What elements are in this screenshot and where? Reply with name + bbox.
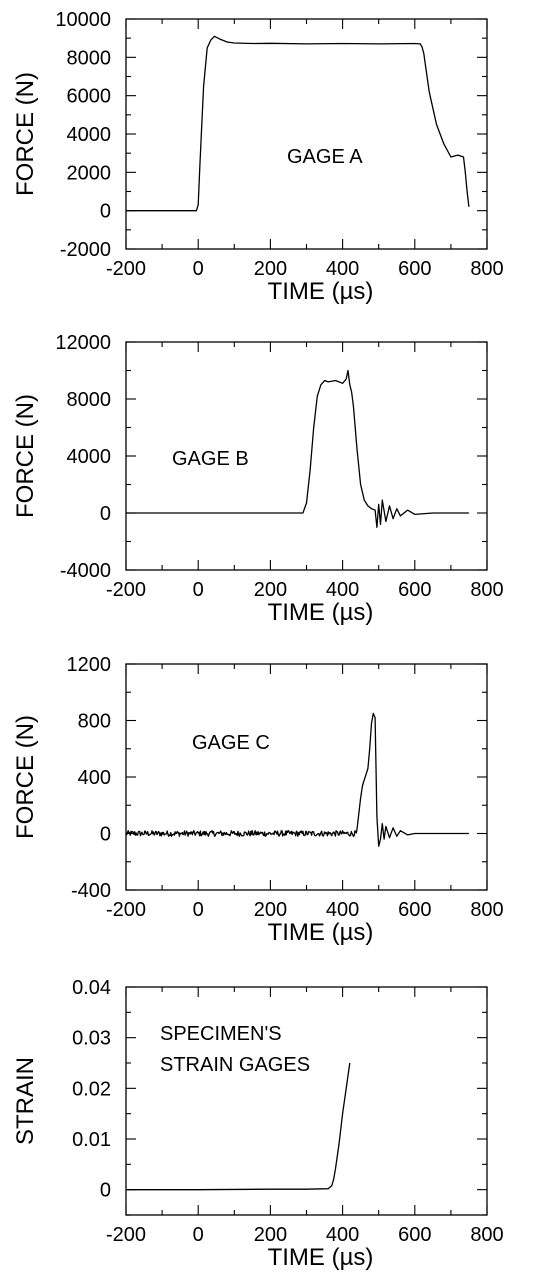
y-tick-label: 800 xyxy=(78,711,111,733)
chart-panel-2: -200 0 200 400 600 800 -4000 0 4000 8000 12000 TIME… xyxy=(12,332,504,626)
x-tick-label: 0 xyxy=(193,899,204,921)
gage-annotation: SPECIMEN'S xyxy=(160,1023,282,1045)
x-tick-label: 400 xyxy=(326,1224,359,1246)
plot-frame xyxy=(125,986,488,1216)
series-line xyxy=(126,369,469,528)
y-tick-label: 4000 xyxy=(67,124,112,146)
x-tick-label: 600 xyxy=(398,1224,431,1246)
y-tick-label: 10000 xyxy=(55,9,111,31)
y-tick-label: 0 xyxy=(100,1180,111,1202)
x-axis-title: TIME (µs) xyxy=(268,919,374,946)
y-tick-label: 0 xyxy=(100,824,111,846)
y-tick-label: 8000 xyxy=(67,47,112,69)
x-axis-title: TIME (µs) xyxy=(268,599,374,626)
x-tick-label: 800 xyxy=(470,1224,503,1246)
x-tick-label: 800 xyxy=(470,258,503,280)
y-tick-label: 12000 xyxy=(55,332,111,354)
x-tick-label: 0 xyxy=(193,1224,204,1246)
series-line xyxy=(126,35,470,212)
gage-annotation: STRAIN GAGES xyxy=(160,1054,310,1076)
gage-annotation: GAGE C xyxy=(192,732,270,754)
y-tick-label: -4000 xyxy=(60,560,111,582)
x-tick-label: 0 xyxy=(193,258,204,280)
gage-annotation: GAGE B xyxy=(172,448,249,470)
y-axis-title: FORCE (N) xyxy=(12,715,39,839)
y-tick-label: 0 xyxy=(100,201,111,223)
chart-panel-4: -200 0 200 400 600 800 0 0.01 0.02 0.03 0.04 TIME (… xyxy=(12,977,504,1271)
x-tick-label: -200 xyxy=(106,579,146,601)
x-tick-label: 400 xyxy=(326,258,359,280)
y-tick-label: 0 xyxy=(100,503,111,525)
y-tick-label: 400 xyxy=(78,767,111,789)
x-tick-label: 400 xyxy=(326,579,359,601)
x-tick-label: 200 xyxy=(254,899,287,921)
y-tick-label: 2000 xyxy=(67,162,112,184)
x-tick-label: -200 xyxy=(106,258,146,280)
chart-panel-1: -200 0 200 400 600 800-2000020004000600080001… xyxy=(12,9,504,305)
y-tick-label: 8000 xyxy=(67,389,112,411)
gage-annotation: GAGE A xyxy=(287,146,363,168)
x-tick-label: 400 xyxy=(326,899,359,921)
x-tick-label: 200 xyxy=(254,579,287,601)
y-tick-label: 0.03 xyxy=(72,1028,111,1050)
y-tick-label: 4000 xyxy=(67,446,112,468)
x-tick-label: 0 xyxy=(193,579,204,601)
x-tick-label: 800 xyxy=(470,579,503,601)
x-tick-label: -200 xyxy=(106,899,146,921)
x-axis-title: TIME (µs) xyxy=(268,278,374,305)
y-tick-label: 6000 xyxy=(67,86,112,108)
x-tick-label: 800 xyxy=(470,899,503,921)
x-tick-label: 200 xyxy=(254,258,287,280)
x-tick-label: -200 xyxy=(106,1224,146,1246)
y-tick-label: -2000 xyxy=(60,239,111,261)
x-tick-label: 200 xyxy=(254,1224,287,1246)
y-tick-label: 0.04 xyxy=(72,977,111,999)
plot-frame xyxy=(125,18,488,250)
x-axis-title: TIME (µs) xyxy=(268,1244,374,1271)
y-tick-label: 1200 xyxy=(67,654,112,676)
y-tick-label: -400 xyxy=(71,880,111,902)
chart-panel-3: -200 0 200 400 600 800 -400 0 400 800 1200 TIME (µs… xyxy=(12,654,504,946)
y-axis-title: FORCE (N) xyxy=(12,72,39,196)
x-tick-label: 600 xyxy=(398,579,431,601)
y-axis-title: STRAIN xyxy=(12,1057,39,1145)
series-line xyxy=(126,1062,351,1191)
x-tick-label: 600 xyxy=(398,258,431,280)
y-tick-label: 0.02 xyxy=(72,1078,111,1100)
plot-frame xyxy=(125,663,488,891)
y-tick-label: 0.01 xyxy=(72,1129,111,1151)
y-axis-title: FORCE (N) xyxy=(12,394,39,518)
x-tick-label: 600 xyxy=(398,899,431,921)
series-line xyxy=(125,712,469,847)
